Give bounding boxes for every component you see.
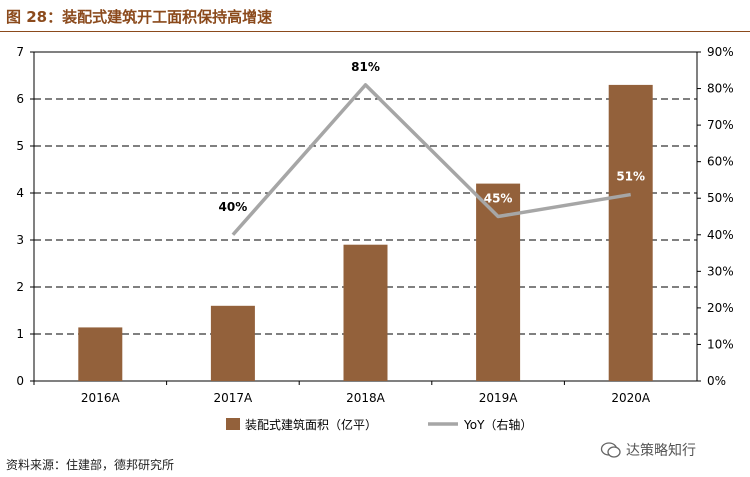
x-tick-label: 2017A xyxy=(214,391,254,405)
left-tick-label: 1 xyxy=(16,327,24,341)
title-divider xyxy=(0,31,750,32)
right-tick-label: 70% xyxy=(707,118,734,132)
x-tick-label: 2020A xyxy=(611,391,651,405)
yoy-data-label: 51% xyxy=(616,170,645,184)
left-tick-label: 2 xyxy=(16,280,24,294)
bar xyxy=(343,244,388,381)
yoy-data-label: 45% xyxy=(484,192,513,206)
bar xyxy=(78,327,123,381)
figure-title: 图 28：装配式建筑开工面积保持高增速 xyxy=(6,8,273,26)
left-tick-label: 3 xyxy=(16,233,24,247)
right-tick-label: 60% xyxy=(707,155,734,169)
left-tick-label: 7 xyxy=(16,45,24,59)
x-tick-label: 2016A xyxy=(81,391,121,405)
wechat-icon xyxy=(600,442,621,458)
left-tick-label: 5 xyxy=(16,139,24,153)
x-tick-label: 2018A xyxy=(346,391,386,405)
right-tick-label: 50% xyxy=(707,191,734,205)
left-tick-label: 6 xyxy=(16,92,24,106)
yoy-data-label: 81% xyxy=(351,60,380,74)
yoy-data-label: 40% xyxy=(219,200,248,214)
right-tick-label: 20% xyxy=(707,301,734,315)
legend-bar-label: 装配式建筑面积（亿平） xyxy=(245,417,377,432)
right-tick-label: 10% xyxy=(707,337,734,351)
left-tick-label: 4 xyxy=(16,186,24,200)
right-tick-label: 40% xyxy=(707,228,734,242)
right-tick-label: 0% xyxy=(707,374,726,388)
legend-bar-swatch xyxy=(226,418,240,430)
watermark: 达策略知行 xyxy=(600,440,696,460)
yoy-line xyxy=(231,83,631,236)
right-tick-label: 30% xyxy=(707,264,734,278)
x-tick-label: 2019A xyxy=(479,391,519,405)
bar xyxy=(608,84,653,382)
left-tick-label: 0 xyxy=(16,374,24,388)
right-tick-label: 80% xyxy=(707,82,734,96)
right-tick-label: 90% xyxy=(707,45,734,59)
watermark-text: 达策略知行 xyxy=(626,443,696,459)
legend-line-label: YoY（右轴） xyxy=(463,417,532,432)
source-note: 资料来源：住建部，德邦研究所 xyxy=(6,458,175,472)
bar xyxy=(210,305,255,381)
